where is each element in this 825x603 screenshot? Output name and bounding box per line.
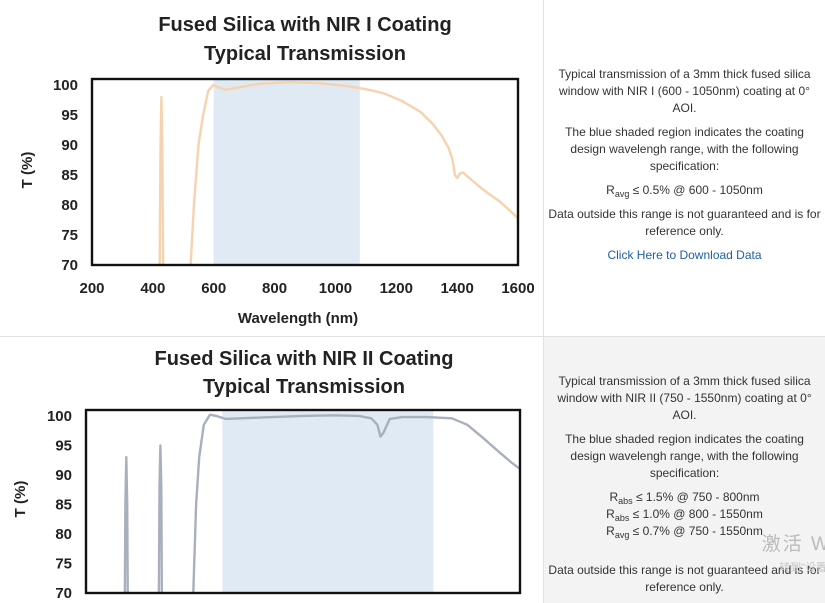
spec-symbol: R (609, 490, 619, 504)
y-tick-label: 85 (61, 167, 78, 184)
x-tick-label: 1400 (440, 280, 473, 297)
spec-text: ≤ 0.5% @ 600 - 1050nm (629, 183, 763, 197)
shaded-note: The blue shaded region indicates the coa… (565, 125, 804, 173)
shaded-design-range (213, 79, 360, 265)
chart-nir-i: Fused Silica with NIR I Coating Typical … (19, 14, 535, 327)
spec-line: Ravg ≤ 0.7% @ 750 - 1550nm (544, 523, 825, 540)
spec-line: Rabs ≤ 1.0% @ 800 - 1550nm (544, 506, 825, 523)
chart-title-line-2: Typical Transmission (203, 376, 405, 398)
description-text-1: Typical transmission of a 3mm thick fuse… (544, 66, 825, 271)
plot-frame (84, 408, 522, 595)
chart-row-2: Fused Silica with NIR II Coating Typical… (0, 336, 825, 603)
y-tick-label: 70 (61, 257, 78, 274)
spec-line: Ravg ≤ 0.5% @ 600 - 1050nm (544, 182, 825, 199)
description-text-2: Typical transmission of a 3mm thick fuse… (544, 373, 825, 603)
chart-title-line-2: Typical Transmission (204, 43, 406, 65)
chart-row-1: Fused Silica with NIR I Coating Typical … (0, 0, 825, 336)
spec-text: ≤ 1.0% @ 800 - 1550nm (629, 507, 763, 521)
x-tick-label: 200 (79, 280, 104, 297)
x-tick-label: 1600 (501, 280, 534, 297)
plot-frame (90, 77, 520, 267)
spec-subscript: abs (618, 496, 633, 506)
shaded-note: The blue shaded region indicates the coa… (565, 432, 804, 480)
spec-subscript: abs (614, 513, 630, 523)
chart-cell-2: Fused Silica with NIR II Coating Typical… (0, 337, 544, 603)
disclaimer-text: Data outside this range is not guarantee… (548, 563, 821, 594)
intro-text: Typical transmission of a 3mm thick fuse… (557, 374, 812, 422)
x-tick-label: 400 (140, 280, 165, 297)
spec-subscript: avg (614, 189, 630, 199)
spec-text: ≤ 1.5% @ 750 - 800nm (632, 490, 760, 504)
transmission-curve (123, 456, 129, 593)
y-tick-label: 95 (61, 107, 78, 124)
y-tick-label: 90 (61, 137, 78, 154)
spec-list: Ravg ≤ 0.5% @ 600 - 1050nm (544, 182, 825, 199)
intro-text: Typical transmission of a 3mm thick fuse… (558, 67, 811, 115)
x-axis-label: Wavelength (nm) (238, 310, 358, 327)
y-tick-label: 80 (55, 526, 72, 543)
y-tick-label: 100 (47, 408, 72, 425)
y-tick-label: 85 (55, 496, 72, 513)
y-axis-label: T (%) (12, 481, 29, 518)
x-tick-label: 1200 (380, 280, 413, 297)
y-tick-label: 90 (55, 467, 72, 484)
spec-symbol: R (606, 524, 615, 538)
transmission-curve (189, 80, 518, 265)
y-tick-label: 75 (61, 227, 78, 244)
activation-watermark: 激活 W (761, 534, 825, 555)
spec-symbol: R (606, 507, 615, 521)
chart-nir-ii: Fused Silica with NIR II Coating Typical… (12, 348, 522, 602)
y-tick-label: 75 (55, 555, 72, 572)
y-tick-label: 70 (55, 585, 72, 602)
x-tick-label: 1000 (319, 280, 352, 297)
transmission-curve (158, 95, 165, 265)
activation-watermark-sub: 转到"设置" (779, 562, 825, 574)
x-tick-label: 800 (262, 280, 287, 297)
x-tick-label: 600 (201, 280, 226, 297)
spec-text: ≤ 0.7% @ 750 - 1550nm (629, 524, 763, 538)
description-panel-1: Typical transmission of a 3mm thick fuse… (544, 0, 825, 336)
shaded-design-range (222, 410, 434, 593)
description-panel-2: Typical transmission of a 3mm thick fuse… (544, 337, 825, 603)
chart-title-line-1: Fused Silica with NIR II Coating (155, 348, 454, 370)
y-axis-label: T (%) (19, 152, 36, 189)
spec-list: Rabs ≤ 1.5% @ 750 - 800nm Rabs ≤ 1.0% @ … (544, 489, 825, 540)
transmission-curve (157, 444, 164, 593)
spec-line: Rabs ≤ 1.5% @ 750 - 800nm (544, 489, 825, 506)
spec-subscript: avg (614, 530, 630, 540)
y-tick-label: 100 (53, 77, 78, 94)
spec-symbol: R (606, 183, 615, 197)
disclaimer-text: Data outside this range is not guarantee… (548, 207, 821, 238)
y-tick-label: 80 (61, 197, 78, 214)
download-data-link[interactable]: Click Here to Download Data (607, 248, 762, 262)
chart-title-line-1: Fused Silica with NIR I Coating (158, 14, 451, 36)
transmission-curve (192, 413, 520, 593)
chart-cell-1: Fused Silica with NIR I Coating Typical … (0, 0, 544, 336)
y-tick-label: 95 (55, 437, 72, 454)
